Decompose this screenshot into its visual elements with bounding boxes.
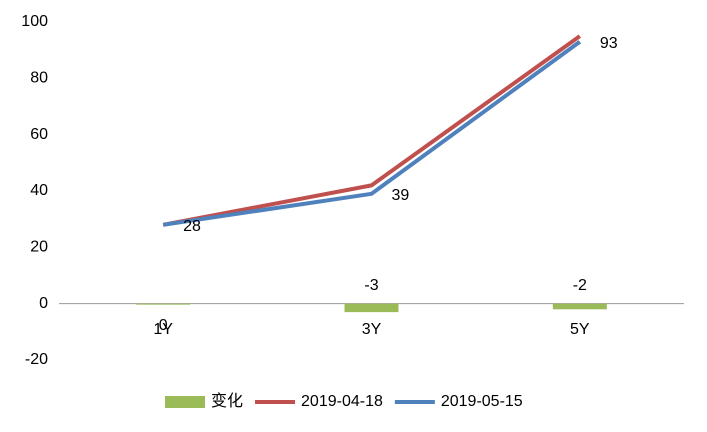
line [162, 34, 581, 227]
legend-swatch [165, 396, 205, 408]
data-label: -2 [573, 277, 587, 294]
data-label: 93 [600, 35, 618, 52]
data-label: -3 [364, 277, 378, 294]
y-tick-label: 100 [21, 13, 48, 30]
x-tick-label: 1Y [153, 321, 173, 338]
legend-label: 2019-04-18 [301, 393, 383, 410]
y-tick-label: 80 [30, 70, 48, 87]
legend-label: 2019-05-15 [441, 393, 523, 410]
x-tick-label: 3Y [362, 321, 382, 338]
y-tick-label: -20 [25, 351, 48, 368]
legend-label: 变化 [211, 392, 243, 410]
x-tick-label: 5Y [570, 321, 590, 338]
bar [552, 303, 607, 310]
y-tick-label: 0 [39, 295, 48, 312]
data-label: 0 [159, 317, 168, 334]
bar [136, 303, 191, 305]
y-tick-label: 20 [30, 239, 48, 256]
y-tick-label: 40 [30, 182, 48, 199]
line [162, 40, 582, 227]
data-label: 39 [392, 187, 410, 204]
bar [344, 303, 399, 313]
data-label: 28 [183, 218, 201, 235]
y-tick-label: 60 [30, 126, 48, 143]
